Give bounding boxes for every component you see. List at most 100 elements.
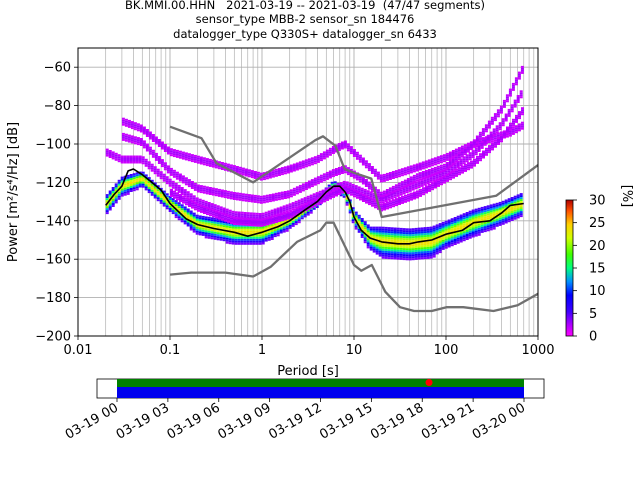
pdf-cell <box>481 137 485 140</box>
pdf-cell <box>207 224 211 227</box>
pdf-cell <box>173 192 176 195</box>
pdf-cell <box>465 158 469 161</box>
pdf-cell <box>451 154 455 156</box>
pdf-cell <box>196 161 200 164</box>
pdf-cell <box>293 214 296 217</box>
pdf-cell <box>142 126 146 129</box>
pdf-cell <box>504 217 508 220</box>
pdf-cell <box>432 247 436 250</box>
pdf-cell <box>347 192 350 195</box>
pdf-cell <box>358 178 362 181</box>
pdf-cell <box>338 191 341 193</box>
pdf-cell <box>378 232 382 235</box>
pdf-cell <box>454 156 458 159</box>
pdf-cell <box>516 208 520 211</box>
pdf-cell <box>221 212 224 215</box>
pdf-cell <box>388 191 392 194</box>
pdf-cell <box>277 174 281 176</box>
pdf-cell <box>139 128 143 131</box>
pdf-cell <box>495 224 499 227</box>
pdf-cell <box>316 178 320 181</box>
pdf-cell <box>420 227 424 230</box>
pdf-cell <box>270 234 274 236</box>
pdf-cell <box>123 193 127 196</box>
pdf-cell <box>405 189 409 192</box>
pdf-cell <box>294 223 298 226</box>
pdf-cell <box>517 75 521 78</box>
pdf-cell <box>236 223 239 226</box>
pdf-cell <box>436 162 440 165</box>
pdf-cell <box>501 212 505 215</box>
pdf-cell <box>438 249 442 252</box>
pdf-cell <box>162 200 166 203</box>
pdf-cell <box>197 207 200 210</box>
pdf-cell <box>147 167 151 170</box>
pdf-cell <box>450 220 454 223</box>
pdf-cell <box>206 213 209 216</box>
pdf-cell <box>494 141 497 144</box>
pdf-cell <box>212 211 215 214</box>
pdf-cell <box>162 196 166 199</box>
pdf-cell <box>216 230 220 233</box>
pdf-cell <box>199 189 203 192</box>
pdf-cell <box>477 231 481 234</box>
pdf-cell <box>402 230 406 233</box>
pdf-cell <box>180 210 184 213</box>
pdf-cell <box>423 247 427 250</box>
pdf-cell <box>169 169 173 172</box>
pdf-cell <box>474 151 478 154</box>
pdf-cell <box>507 204 511 207</box>
pdf-cell <box>182 199 185 202</box>
pdf-cell <box>426 180 430 183</box>
pdf-cell <box>378 201 382 204</box>
pdf-cell <box>499 109 503 112</box>
pdf-cell <box>510 219 514 221</box>
pdf-cell <box>183 206 187 209</box>
pdf-cell <box>493 113 497 116</box>
pdf-cell <box>319 176 323 179</box>
pdf-cell <box>519 211 523 214</box>
pdf-cell <box>234 215 238 218</box>
pdf-cell <box>177 208 181 211</box>
pdf-cell <box>463 147 467 150</box>
pdf-cell <box>147 177 151 180</box>
pdf-cell <box>231 214 235 217</box>
pdf-cell <box>270 230 274 232</box>
pdf-cell <box>319 180 323 183</box>
pdf-cell <box>124 120 128 123</box>
pdf-cell <box>474 220 478 223</box>
pdf-cell <box>387 196 391 199</box>
pdf-cell <box>359 198 362 201</box>
pdf-cell <box>284 212 287 215</box>
pdf-cell <box>513 217 517 220</box>
pdf-cell <box>414 243 418 246</box>
pdf-cell <box>438 173 442 176</box>
pdf-cell <box>445 164 449 166</box>
pdf-cell <box>450 166 454 169</box>
pdf-cell <box>393 196 397 199</box>
pdf-cell <box>262 199 266 202</box>
pdf-cell <box>272 215 275 218</box>
pdf-cell <box>504 209 508 212</box>
pdf-cell <box>126 159 130 162</box>
pdf-cell <box>432 249 436 252</box>
pdf-cell <box>351 219 355 222</box>
pdf-cell <box>124 124 128 127</box>
pdf-cell <box>151 155 155 158</box>
pdf-cell <box>477 215 481 218</box>
pdf-cell <box>183 195 187 198</box>
pdf-cell <box>406 178 410 180</box>
pdf-cell <box>322 179 326 182</box>
pdf-cell <box>247 200 251 203</box>
pdf-cell <box>467 164 470 167</box>
pdf-cell <box>202 163 206 166</box>
pdf-cell <box>321 189 325 192</box>
pdf-cell <box>435 250 439 253</box>
pdf-cell <box>495 204 499 207</box>
pdf-cell <box>482 156 485 159</box>
pdf-cell <box>252 240 256 243</box>
pdf-cell <box>201 199 205 202</box>
pdf-cell <box>447 239 451 242</box>
pdf-cell <box>181 179 185 182</box>
pdf-cell <box>426 250 430 253</box>
